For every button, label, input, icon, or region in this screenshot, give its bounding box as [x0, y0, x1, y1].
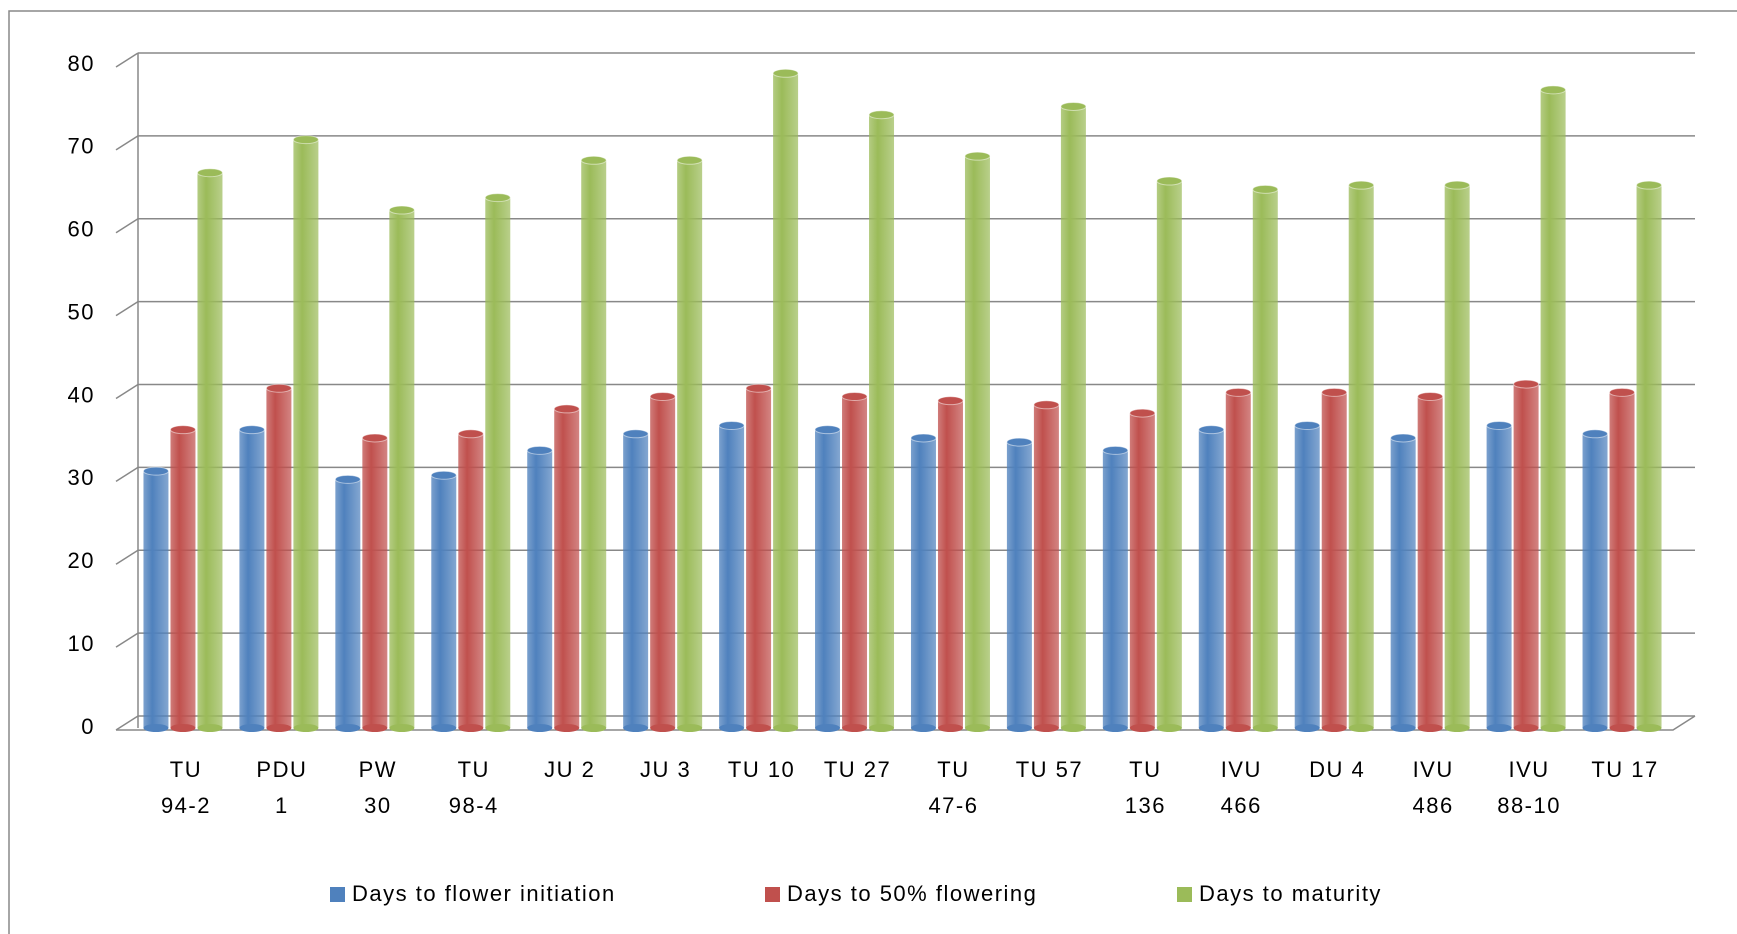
x-tick-label: TU 47-6: [928, 757, 979, 818]
bar: [1540, 89, 1566, 729]
bar: [1390, 437, 1416, 728]
y-tick-label: 70: [68, 134, 95, 159]
bar: [677, 160, 703, 728]
x-tick-label: JU 2: [544, 757, 596, 782]
bar: [869, 114, 895, 729]
bar: [1252, 189, 1278, 728]
x-tick-label: TU 94-2: [160, 757, 211, 818]
bar: [170, 429, 196, 728]
bar: [1294, 425, 1320, 728]
x-tick-label: PW 30: [358, 757, 398, 818]
bar: [389, 210, 415, 728]
bar: [293, 139, 319, 728]
bar: [1156, 181, 1182, 728]
bar: [1609, 392, 1635, 728]
x-tick-label: TU 27: [823, 757, 892, 782]
bar: [527, 450, 553, 728]
bar: [1636, 185, 1662, 728]
legend-swatch: [1177, 887, 1192, 902]
x-tick-label: TU 136: [1124, 757, 1166, 818]
legend-swatch: [765, 887, 780, 902]
bar: [1129, 413, 1155, 728]
bar: [266, 388, 292, 728]
bar: [1444, 185, 1470, 728]
bar: [1225, 392, 1251, 728]
bar: [1486, 425, 1512, 728]
y-tick-label: 40: [68, 382, 95, 407]
bar: [431, 475, 457, 728]
x-tick-label: JU 3: [640, 757, 692, 782]
bar: [143, 471, 169, 728]
legend-swatch: [330, 887, 345, 902]
bar: [1060, 106, 1086, 728]
legend-label: Days to flower initiation: [352, 881, 616, 906]
bar: [746, 388, 772, 728]
y-tick-label: 0: [81, 714, 95, 739]
y-tick-label: 80: [68, 51, 95, 76]
bar: [1033, 404, 1059, 728]
bar: [554, 408, 580, 728]
x-tick-label: TU 10: [727, 757, 796, 782]
bar: [1513, 384, 1539, 728]
bar: [239, 429, 265, 728]
bar: [362, 437, 388, 728]
y-tick-label: 50: [68, 299, 95, 324]
legend-label: Days to maturity: [1199, 881, 1382, 906]
x-tick-label: IVU 88-10: [1497, 757, 1561, 818]
bar: [815, 429, 841, 728]
bar: [458, 433, 484, 728]
legend-label: Days to 50% flowering: [787, 881, 1037, 906]
x-tick-label: IVU 466: [1220, 757, 1262, 818]
bar: [581, 160, 607, 728]
bar: [964, 156, 990, 729]
bar: [910, 437, 936, 728]
bar: [1321, 392, 1347, 728]
x-tick-label: PDU 1: [256, 757, 308, 818]
bar: [197, 172, 223, 729]
bar: [937, 400, 963, 728]
x-tick-label: TU 57: [1015, 757, 1084, 782]
bar: [485, 197, 511, 729]
bar: [719, 425, 745, 728]
bar: [1198, 429, 1224, 728]
bar: [335, 479, 361, 728]
bar: [650, 396, 676, 728]
bar: [773, 73, 799, 729]
x-tick-label: IVU 486: [1412, 757, 1454, 818]
bar: [1102, 450, 1128, 728]
bar: [1417, 396, 1443, 728]
x-tick-label: DU 4: [1309, 757, 1366, 782]
chart-border: [8, 10, 1737, 934]
x-tick-label: TU 98-4: [448, 757, 499, 818]
bar: [1006, 442, 1032, 728]
bar: [623, 433, 649, 728]
bar: [842, 396, 868, 728]
y-tick-label: 60: [68, 217, 95, 242]
bar: [1582, 433, 1608, 728]
y-tick-label: 20: [68, 548, 95, 573]
y-tick-label: 30: [68, 465, 95, 490]
x-tick-label: TU 17: [1591, 757, 1659, 782]
bar: [1348, 185, 1374, 728]
y-tick-label: 10: [68, 631, 95, 656]
